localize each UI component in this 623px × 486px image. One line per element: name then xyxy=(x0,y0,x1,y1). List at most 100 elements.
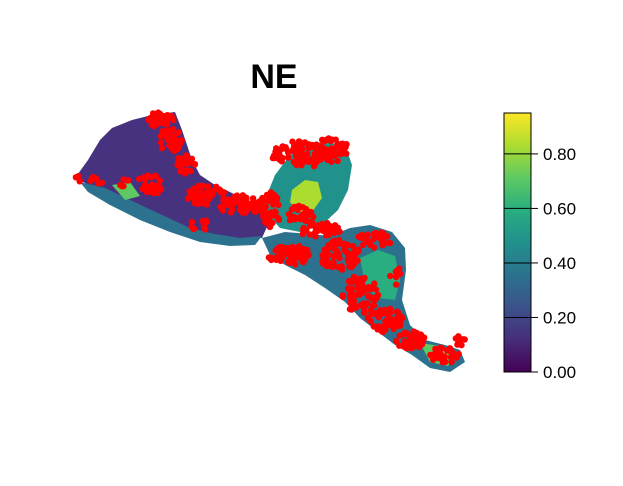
occurrence-point xyxy=(316,151,323,158)
occurrence-point xyxy=(153,183,160,190)
occurrence-point xyxy=(395,318,402,326)
occurrence-point xyxy=(433,348,440,356)
occurrence-point xyxy=(304,150,311,158)
occurrence-point xyxy=(279,254,286,261)
occurrence-point xyxy=(263,191,271,199)
occurrence-point xyxy=(443,347,451,354)
occurrence-point xyxy=(295,202,303,210)
occurrence-point xyxy=(358,234,366,241)
occurrence-point xyxy=(372,229,379,236)
occurrence-point xyxy=(292,261,299,268)
occurrence-point xyxy=(370,236,377,243)
occurrence-point xyxy=(165,114,172,122)
occurrence-point xyxy=(269,154,277,162)
occurrence-point xyxy=(149,189,156,196)
occurrence-point xyxy=(274,253,281,261)
occurrence-point xyxy=(229,201,236,209)
occurrence-point xyxy=(448,358,455,366)
occurrence-point xyxy=(299,258,307,266)
occurrence-point xyxy=(219,207,227,214)
occurrence-point xyxy=(326,222,334,230)
occurrence-point xyxy=(393,337,400,345)
occurrence-point xyxy=(141,174,148,181)
occurrence-point xyxy=(417,340,424,347)
occurrence-point xyxy=(152,121,159,128)
occurrence-point xyxy=(364,314,372,322)
occurrence-point xyxy=(169,145,176,152)
occurrence-point xyxy=(393,308,400,315)
occurrence-point xyxy=(384,322,391,329)
occurrence-point xyxy=(339,293,347,300)
occurrence-point xyxy=(323,148,330,155)
occurrence-point xyxy=(237,200,244,208)
occurrence-point xyxy=(343,141,350,148)
occurrence-point xyxy=(190,225,198,232)
occurrence-point xyxy=(447,353,455,361)
occurrence-point xyxy=(334,157,341,165)
occurrence-point xyxy=(305,251,312,259)
occurrence-point xyxy=(302,205,310,213)
occurrence-point xyxy=(332,136,339,143)
occurrence-point xyxy=(220,195,227,202)
occurrence-point xyxy=(329,259,336,267)
occurrence-point xyxy=(461,336,468,343)
occurrence-point xyxy=(357,301,365,309)
occurrence-point xyxy=(151,172,159,179)
occurrence-point xyxy=(406,337,413,345)
occurrence-point xyxy=(204,194,212,202)
occurrence-point xyxy=(90,174,97,181)
occurrence-point xyxy=(345,258,353,266)
occurrence-point xyxy=(427,351,434,359)
occurrence-point xyxy=(175,129,182,136)
occurrence-point xyxy=(399,314,406,322)
occurrence-point xyxy=(279,249,286,256)
occurrence-point xyxy=(299,140,307,147)
occurrence-point xyxy=(149,114,157,121)
occurrence-point xyxy=(299,230,306,238)
occurrence-point xyxy=(200,190,207,198)
occurrence-point xyxy=(380,232,388,239)
occurrence-point xyxy=(323,254,331,261)
occurrence-point xyxy=(277,155,284,162)
occurrence-point xyxy=(331,149,338,157)
occurrence-point xyxy=(299,245,306,253)
occurrence-point xyxy=(437,354,444,361)
occurrence-point xyxy=(72,174,80,181)
occurrence-point xyxy=(217,189,224,196)
occurrence-point xyxy=(307,209,315,217)
occurrence-point xyxy=(191,160,199,168)
occurrence-point xyxy=(370,323,377,330)
occurrence-point xyxy=(300,253,308,260)
occurrence-point xyxy=(154,189,161,197)
occurrence-point xyxy=(379,241,386,249)
occurrence-point xyxy=(401,338,408,345)
occurrence-point xyxy=(361,309,368,316)
occurrence-point xyxy=(181,160,189,167)
legend-tick-label: 0.00 xyxy=(543,363,576,382)
occurrence-point xyxy=(302,216,309,224)
occurrence-point xyxy=(164,136,171,144)
occurrence-point xyxy=(260,213,267,221)
occurrence-point xyxy=(408,345,415,352)
legend-ticks: 0.00 0.20 0.40 0.60 0.80 xyxy=(504,145,576,382)
occurrence-point xyxy=(430,356,437,363)
occurrence-point xyxy=(385,239,392,246)
occurrence-point xyxy=(359,281,366,289)
occurrence-point xyxy=(338,140,345,148)
occurrence-point xyxy=(286,248,293,256)
occurrence-point xyxy=(347,299,354,307)
occurrence-point xyxy=(188,190,196,197)
occurrence-point xyxy=(331,229,338,237)
legend-tick-label: 0.20 xyxy=(543,308,576,327)
occurrence-point xyxy=(262,203,269,211)
occurrence-point xyxy=(312,142,319,149)
occurrence-point xyxy=(370,302,378,309)
occurrence-point xyxy=(339,149,346,156)
occurrence-point xyxy=(350,273,358,281)
occurrence-point xyxy=(312,233,319,240)
occurrence-point xyxy=(347,293,354,300)
legend-tick-label: 0.80 xyxy=(543,145,576,164)
occurrence-point xyxy=(272,148,279,155)
occurrence-point xyxy=(98,179,106,186)
